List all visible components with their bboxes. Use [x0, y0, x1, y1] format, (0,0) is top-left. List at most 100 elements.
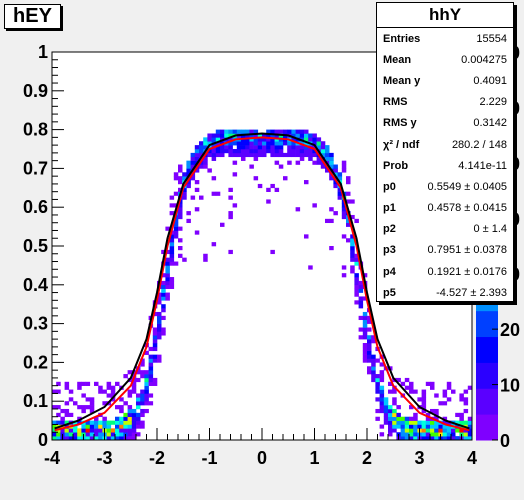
heatmap-cell	[295, 129, 301, 134]
heatmap-cell	[140, 420, 145, 425]
heatmap-cell	[421, 436, 427, 441]
heatmap-cell	[362, 331, 368, 336]
heatmap-cell	[413, 424, 418, 429]
heatmap-cell	[459, 420, 464, 425]
heatmap-cell	[459, 393, 464, 398]
heatmap-cell	[131, 436, 137, 441]
color-scale-band	[476, 362, 498, 389]
heatmap-cell	[375, 416, 380, 421]
heatmap-cell	[81, 408, 86, 414]
heatmap-cell	[98, 389, 103, 394]
stats-label: RMS	[383, 96, 408, 109]
heatmap-cell	[421, 393, 427, 398]
heatmap-cell	[127, 408, 133, 414]
heatmap-cell	[446, 432, 452, 437]
heatmap-cell	[115, 424, 120, 429]
heatmap-cell	[396, 416, 401, 421]
heatmap-cell	[182, 187, 187, 192]
heatmap-cell	[446, 381, 452, 386]
heatmap-cell	[253, 176, 259, 181]
stats-row: Mean y 0.4091	[377, 70, 513, 91]
x-tick-label: -2	[149, 448, 165, 468]
heatmap-cell	[367, 358, 372, 363]
heatmap-cell	[291, 149, 296, 154]
heatmap-cell	[220, 129, 225, 134]
heatmap-cell	[257, 152, 263, 158]
heatmap-cell	[52, 389, 57, 394]
heatmap-cell	[287, 129, 292, 134]
heatmap-cell	[144, 393, 149, 398]
heatmap-cell	[350, 265, 355, 270]
heatmap-cell	[442, 436, 448, 441]
heatmap-cell	[165, 296, 170, 301]
heatmap-cell	[64, 432, 70, 437]
heatmap-cell	[379, 393, 385, 398]
heatmap-cell	[270, 149, 275, 154]
y-tick-label: 0.8	[23, 120, 48, 140]
z-tick-label: 20	[500, 320, 520, 340]
heatmap-cell	[325, 152, 330, 158]
heatmap-cell	[165, 273, 170, 278]
heatmap-cell	[392, 424, 397, 429]
heatmap-cell	[73, 436, 78, 441]
y-tick-label: 0.5	[23, 236, 48, 256]
heatmap-cell	[283, 129, 288, 134]
heatmap-cell	[295, 207, 301, 212]
heatmap-cell	[68, 432, 74, 437]
stats-row: χ² / ndf 280.2 / 148	[377, 134, 513, 155]
heatmap-cell	[148, 393, 154, 398]
heatmap-cell	[350, 246, 355, 251]
heatmap-cell	[354, 253, 359, 258]
heatmap-cell	[404, 377, 410, 383]
heatmap-cell	[94, 420, 99, 425]
heatmap-cell	[115, 432, 120, 437]
stats-label: p2	[383, 223, 396, 236]
heatmap-cell	[169, 284, 175, 289]
heatmap-cell	[140, 397, 145, 402]
heatmap-cell	[119, 420, 124, 425]
heatmap-cell	[56, 420, 61, 425]
heatmap-cell	[274, 160, 280, 165]
heatmap-cell	[64, 420, 70, 425]
heatmap-cell	[383, 416, 389, 421]
heatmap-cell	[438, 424, 443, 429]
heatmap-cell	[375, 397, 380, 402]
heatmap-cell	[165, 257, 170, 262]
heatmap-cell	[178, 207, 183, 212]
y-tick-label: 0.2	[23, 352, 48, 372]
heatmap-cell	[425, 432, 431, 437]
heatmap-cell	[430, 408, 435, 414]
heatmap-cell	[287, 160, 292, 165]
stats-value: 0.4578 ± 0.0415	[427, 202, 507, 215]
heatmap-cell	[194, 230, 200, 235]
heatmap-cell	[270, 129, 275, 134]
heatmap-cell	[329, 160, 334, 165]
heatmap-cell	[262, 141, 267, 146]
heatmap-cell	[215, 137, 221, 142]
heatmap-cell	[161, 296, 166, 301]
heatmap-cell	[245, 145, 250, 150]
heatmap-cell	[451, 436, 456, 441]
heatmap-cell	[115, 416, 120, 421]
heatmap-cell	[467, 436, 473, 441]
heatmap-cell	[383, 412, 389, 418]
heatmap-cell	[207, 152, 212, 158]
heatmap-cell	[404, 424, 410, 429]
stats-label: Mean y	[383, 74, 421, 87]
heatmap-cell	[136, 432, 141, 437]
heatmap-cell	[337, 195, 343, 200]
heatmap-cell	[215, 145, 221, 150]
heatmap-cell	[81, 424, 86, 429]
heatmap-cell	[152, 381, 158, 386]
heatmap-cell	[358, 280, 364, 286]
heatmap-cell	[455, 412, 460, 418]
heatmap-cell	[203, 253, 208, 258]
heatmap-cell	[270, 183, 275, 189]
heatmap-cell	[262, 137, 267, 142]
heatmap-cell	[274, 149, 280, 154]
heatmap-cell	[341, 234, 347, 239]
heatmap-cell	[341, 211, 347, 216]
heatmap-cell	[346, 222, 351, 227]
heatmap-cell	[173, 261, 179, 266]
heatmap-cell	[463, 436, 469, 441]
